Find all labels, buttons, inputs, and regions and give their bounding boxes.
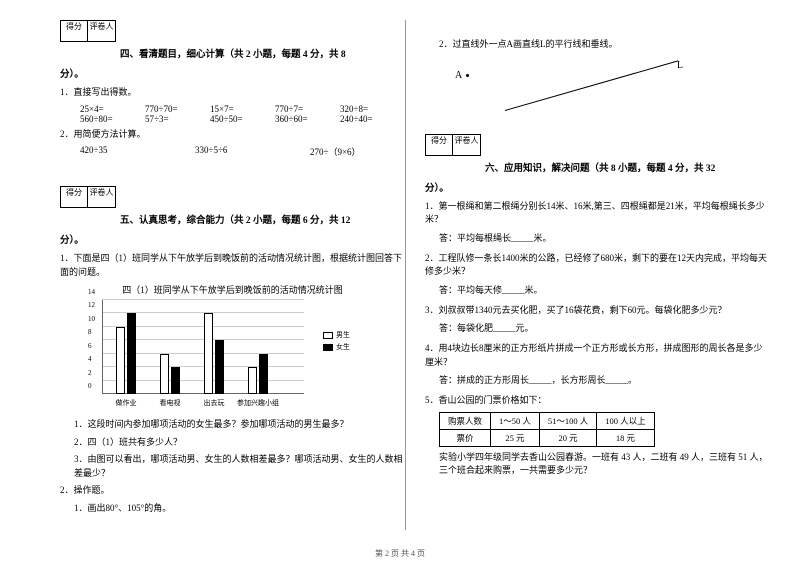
point-a-dot	[466, 74, 469, 77]
table-row: 购票人数 1～50 人 51～100 人 100 人以上	[440, 412, 655, 429]
score-label: 得分	[60, 20, 88, 42]
s6-a4: 答：拼成的正方形周长_____，长方形周长_____。	[439, 373, 770, 386]
s5-q2-1: 1．画出80°、105°的角。	[60, 502, 405, 516]
table-cell: 1～50 人	[491, 412, 540, 429]
y-tick-label: 4	[88, 355, 92, 363]
bar	[215, 340, 224, 394]
bar	[160, 354, 169, 394]
x-tick-label: 出去玩	[192, 398, 236, 408]
s6-q4: 4．用4块边长8厘米的正方形纸片拼成一个正方形或长方形，拼成图形的周长各是多少厘…	[425, 342, 770, 369]
x-tick-label: 做作业	[104, 398, 148, 408]
s4-q2: 2．用简便方法计算。	[60, 128, 405, 142]
score-box-6: 得分 评卷人	[425, 134, 770, 156]
section4-title-cont: 分）。	[60, 66, 405, 80]
bar-chart: 02468101214做作业看电视出去玩参加兴趣小组男生女生	[84, 300, 354, 410]
section5-title-cont: 分）。	[60, 232, 405, 246]
left-column: 得分 评卷人 四、看清题目，细心计算（共 2 小题，每题 4 分，共 8 分）。…	[60, 20, 405, 540]
s5-sub3: 3．由图可以看出，哪项活动男、女生的人数相差最多？哪项活动男、女生的人数相差最少…	[60, 453, 405, 480]
column-divider	[405, 20, 406, 530]
geometry-diagram: A L	[445, 60, 685, 120]
calc-cell: 560÷80=	[80, 114, 135, 124]
grader-label: 评卷人	[88, 20, 116, 42]
calc-cell: 770÷70=	[145, 104, 200, 114]
y-tick-label: 14	[88, 288, 95, 296]
chart-title: 四（1）班同学从下午放学后到晚饭前的活动情况统计图	[60, 283, 405, 296]
s6-a2: 答：平均每天修_____米。	[439, 283, 770, 296]
calc-row-3: 420÷35 330÷5÷6 270÷（9×6）	[60, 145, 405, 158]
calc-cell: 450÷50=	[210, 114, 265, 124]
line-l	[505, 60, 678, 111]
score-label: 得分	[60, 186, 88, 208]
s6-q2: 2．工程队修一条长1400米的公路，已经修了680米，剩下的要在12天内完成，平…	[425, 252, 770, 279]
y-tick-label: 10	[88, 315, 95, 323]
section6-title: 六、应用知识，解决问题（共 8 小题，每题 4 分，共 32	[485, 160, 770, 174]
s6-q5: 5．香山公园的门票价格如下：	[425, 394, 770, 408]
grader-label: 评卷人	[88, 186, 116, 208]
calc-cell: 360÷60=	[275, 114, 330, 124]
section4-title: 四、看清题目，细心计算（共 2 小题，每题 4 分，共 8	[120, 46, 405, 60]
calc-cell: 57÷3=	[145, 114, 200, 124]
score-label: 得分	[425, 134, 453, 156]
score-box-4: 得分 评卷人	[60, 20, 405, 42]
calc-cell: 320÷8=	[340, 104, 395, 114]
section6-title-cont: 分）。	[425, 180, 770, 194]
y-tick-label: 0	[88, 382, 92, 390]
right-column: 2．过直线外一点A画直线L的平行线和垂线。 A L 得分 评卷人 六、应用知识，…	[425, 20, 770, 540]
table-cell: 票价	[440, 429, 491, 446]
y-tick-label: 6	[88, 342, 92, 350]
table-row: 票价 25 元 20 元 18 元	[440, 429, 655, 446]
x-tick-label: 参加兴趣小组	[236, 398, 280, 408]
calc-cell: 15×7=	[210, 104, 265, 114]
table-cell: 51～100 人	[539, 412, 596, 429]
y-tick-label: 2	[88, 369, 92, 377]
calc-cell: 240÷40=	[340, 114, 395, 124]
grader-label: 评卷人	[453, 134, 481, 156]
s5-q2: 2．操作题。	[60, 484, 405, 498]
score-box-5: 得分 评卷人	[60, 186, 405, 208]
chart-legend: 男生女生	[323, 330, 350, 354]
bar	[116, 327, 125, 394]
calc-cell: 770÷7=	[275, 104, 330, 114]
table-cell: 18 元	[597, 429, 654, 446]
bar	[171, 367, 180, 394]
table-cell: 20 元	[539, 429, 596, 446]
calc-cell: 420÷35	[80, 145, 135, 158]
calc-cell: 270÷（9×6）	[310, 145, 365, 158]
x-tick-label: 看电视	[148, 398, 192, 408]
s5-q1: 1．下面是四（1）班同学从下午放学后到晚饭前的活动情况统计图，根据统计图回答下面…	[60, 252, 405, 279]
table-cell: 100 人以上	[597, 412, 654, 429]
s4-q1: 1．直接写出得数。	[60, 86, 405, 100]
price-table: 购票人数 1～50 人 51～100 人 100 人以上 票价 25 元 20 …	[439, 412, 655, 447]
s5-sub2: 2．四（1）班共有多少人？	[60, 436, 405, 450]
s6-a1: 答：平均每根绳长_____米。	[439, 231, 770, 244]
calc-row-1: 25×4= 770÷70= 15×7= 770÷7= 320÷8=	[60, 104, 405, 114]
table-cell: 购票人数	[440, 412, 491, 429]
point-a-label: A	[455, 70, 469, 81]
s6-q5b: 实验小学四年级同学去香山公园春游。一班有 43 人，二班有 49 人，三班有 5…	[425, 451, 770, 478]
table-cell: 25 元	[491, 429, 540, 446]
s6-a3: 答：每袋化肥_____元。	[439, 321, 770, 334]
page-footer: 第 2 页 共 4 页	[0, 548, 800, 559]
s5-q2-2: 2．过直线外一点A画直线L的平行线和垂线。	[425, 38, 770, 52]
s6-q1: 1．第一根绳和第二根绳分别长14米、16米,第三、四根绳都是21米，平均每根绳长…	[425, 200, 770, 227]
bar	[204, 313, 213, 394]
section5-title: 五、认真思考，综合能力（共 2 小题，每题 6 分，共 12	[120, 212, 405, 226]
bar	[259, 354, 268, 394]
s5-sub1: 1．这段时间内参加哪项活动的女生最多？参加哪项活动的男生最多？	[60, 418, 405, 432]
y-tick-label: 8	[88, 328, 92, 336]
y-tick-label: 12	[88, 301, 95, 309]
calc-cell: 330÷5÷6	[195, 145, 250, 158]
calc-cell: 25×4=	[80, 104, 135, 114]
calc-row-2: 560÷80= 57÷3= 450÷50= 360÷60= 240÷40=	[60, 114, 405, 124]
s6-q3: 3．刘叔叔带1340元去买化肥，买了16袋花费，剩下60元。每袋化肥多少元？	[425, 304, 770, 318]
bar	[248, 367, 257, 394]
bar	[127, 313, 136, 394]
